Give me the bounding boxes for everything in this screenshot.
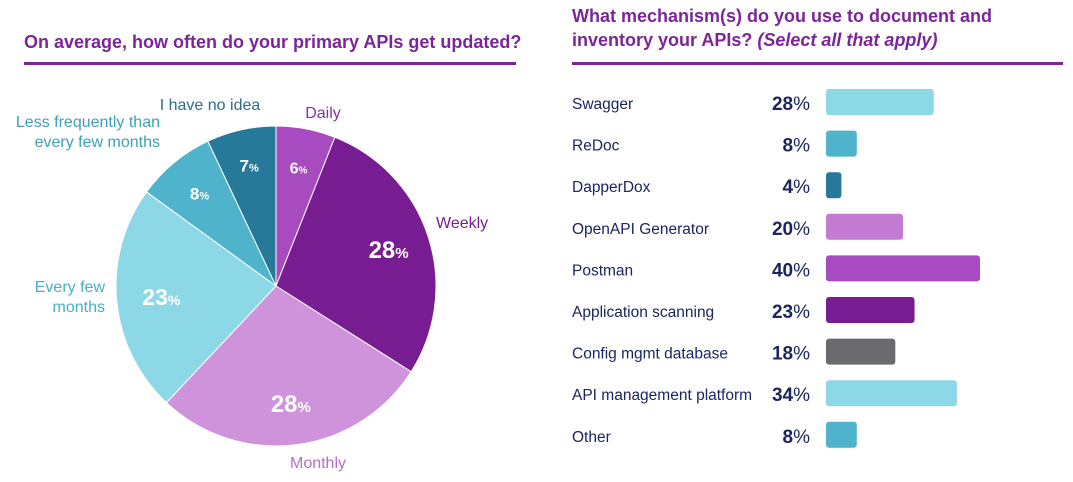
pie-chart: 6% Daily 28% Weekly 28% Monthly 23% Every few mo… [16,97,488,472]
bar-category-label: Swagger [572,96,633,113]
bar-value-label: 8% [783,136,811,157]
bar-category-label: Config mgmt database [572,346,728,363]
pie-chart-title: On average, how often do your primary AP… [24,32,522,52]
bar-category-label: ReDoc [572,138,620,155]
pie-category-label: I have no idea [160,97,261,114]
pie-value-label: 28% [271,391,311,418]
pie-value-label: 8% [190,184,209,203]
pie-value-label: 6% [290,161,308,178]
bar-chart-note: (Select all that apply) [757,30,938,50]
bar-category-label: OpenAPI Generator [572,221,709,238]
bar-category-label: API management platform [572,387,752,404]
pie-value-label: 23% [142,284,181,310]
pie-category-label: Weekly [436,215,488,232]
pie-value-label: 28% [369,237,409,264]
bar [826,380,957,407]
pie-category-label: Monthly [290,455,346,472]
right-title-divider [572,62,1063,65]
bar-value-label: 28% [772,94,810,115]
bar [826,421,857,448]
bar [826,338,896,365]
bar-value-label: 34% [772,385,810,406]
pie-value-label: 7% [239,157,258,176]
bar-value-label: 23% [772,302,810,323]
bar-chart-title: What mechanism(s) do you use to document… [572,4,1062,52]
bar [826,255,980,282]
left-title-divider [24,62,516,65]
bar-category-label: Other [572,429,611,446]
bar-value-label: 4% [783,177,811,198]
pie-slice [115,191,277,404]
bar-value-label: 20% [772,219,810,240]
pie-slice [165,285,412,447]
bar-category-label: Application scanning [572,304,714,321]
bar-value-label: 8% [783,427,811,448]
bar [826,172,842,199]
bar-value-label: 18% [772,344,810,365]
pie-category-label: Daily [305,105,341,122]
bar-chart-question: What mechanism(s) do you use to document… [572,6,993,50]
bar [826,89,934,115]
pie-slice [207,125,277,287]
bar [826,130,857,157]
bar-category-label: Postman [572,262,633,279]
pie-slice [275,136,437,373]
bar [826,297,915,323]
pie-category-label: Less frequently than every few months [16,114,160,151]
bar [826,213,903,240]
bar-value-label: 40% [772,260,810,281]
pie-category-label: Every few months [35,279,106,316]
bar-category-label: DapperDox [572,179,651,196]
